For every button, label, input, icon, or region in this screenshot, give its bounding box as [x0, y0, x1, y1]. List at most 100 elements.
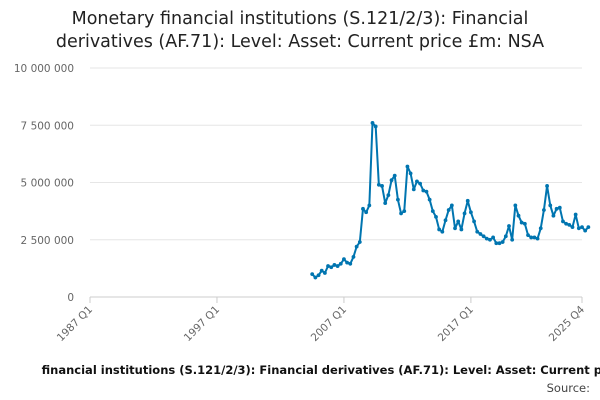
data-point — [573, 212, 578, 217]
data-point — [503, 234, 508, 239]
data-point — [316, 273, 321, 278]
data-point — [310, 272, 315, 276]
data-point — [576, 226, 581, 231]
data-point — [462, 211, 467, 216]
y-tick-label: 10 000 000 — [14, 63, 74, 75]
chart-title-line-1: Monetary financial institutions (S.121/2… — [71, 9, 529, 29]
data-point — [583, 228, 588, 233]
data-point — [481, 234, 486, 239]
source-label: Source: — [546, 381, 590, 395]
data-point — [332, 263, 337, 267]
data-point — [421, 188, 426, 193]
x-tick-label: 1997 Q1 — [182, 304, 222, 344]
data-point — [469, 210, 473, 215]
data-point — [361, 206, 365, 211]
data-point — [491, 235, 496, 240]
data-point — [542, 208, 546, 212]
data-point — [532, 235, 537, 240]
x-tick-label: 1987 Q1 — [55, 304, 95, 344]
data-point — [383, 201, 388, 206]
data-point — [354, 244, 359, 249]
data-point — [345, 260, 350, 265]
data-point — [411, 187, 416, 192]
data-point — [516, 213, 521, 218]
data-point — [319, 268, 324, 273]
data-point — [376, 182, 381, 187]
data-point — [513, 203, 518, 208]
data-point — [557, 205, 562, 210]
data-point — [484, 236, 489, 241]
data-point — [570, 225, 575, 230]
data-point — [488, 237, 492, 242]
data-point — [338, 261, 343, 266]
data-point — [329, 265, 334, 270]
data-point — [526, 233, 530, 238]
data-point — [440, 229, 445, 234]
data-point — [430, 209, 435, 214]
data-point — [373, 124, 378, 129]
data-point — [342, 257, 346, 262]
data-point — [500, 240, 505, 244]
data-point — [326, 264, 330, 268]
data-point — [364, 210, 369, 215]
data-point — [522, 221, 527, 226]
data-point — [456, 219, 461, 224]
data-point — [415, 179, 419, 184]
data-point — [519, 220, 524, 225]
data-point — [586, 225, 591, 230]
chart-title-line-2: derivatives (AF.71): Level: Asset: Curre… — [55, 32, 545, 52]
data-point — [535, 236, 540, 241]
data-point — [567, 222, 572, 227]
y-tick-label: 5 000 000 — [21, 178, 74, 190]
data-point — [449, 203, 454, 208]
data-point — [554, 206, 559, 211]
series-line — [311, 121, 590, 279]
data-point — [561, 219, 565, 224]
data-point — [357, 240, 362, 244]
data-point — [424, 189, 429, 194]
x-tick-label: 2025 Q4 — [547, 303, 588, 344]
chart-title: Monetary financial institutions (S.121/2… — [0, 8, 600, 54]
data-point — [478, 232, 483, 236]
data-point — [405, 164, 410, 169]
data-point — [443, 218, 448, 223]
data-point — [497, 241, 502, 246]
x-tick-label: 2007 Q1 — [309, 304, 349, 344]
data-point — [380, 184, 384, 188]
data-point — [475, 229, 480, 234]
data-point — [437, 227, 442, 232]
data-point — [389, 178, 394, 183]
data-point — [551, 213, 556, 218]
y-tick-label: 0 — [67, 292, 74, 304]
data-point — [507, 224, 511, 228]
data-point — [396, 197, 400, 202]
data-point — [548, 203, 553, 208]
legend-series-label[interactable]: financial institutions (S.121/2/3): Fina… — [41, 363, 600, 377]
data-point — [427, 197, 432, 202]
data-point — [538, 226, 543, 231]
data-point — [472, 219, 476, 224]
data-point — [367, 203, 372, 208]
data-point — [322, 271, 327, 275]
data-point — [564, 221, 569, 226]
x-tick-label: 2017 Q1 — [436, 304, 476, 344]
data-point — [335, 264, 340, 268]
y-tick-label: 7 500 000 — [21, 120, 74, 132]
data-point — [434, 214, 438, 219]
data-point — [408, 171, 413, 176]
data-point — [465, 198, 470, 203]
data-point — [370, 121, 375, 125]
data-point — [459, 227, 464, 232]
data-point — [348, 261, 353, 266]
data-point — [446, 208, 451, 212]
y-tick-label: 2 500 000 — [21, 235, 74, 247]
data-point — [418, 181, 423, 186]
data-point — [313, 275, 318, 280]
data-point — [392, 173, 397, 178]
data-point — [453, 226, 457, 231]
data-point — [402, 209, 407, 214]
data-point — [351, 255, 356, 259]
data-point — [494, 241, 499, 246]
